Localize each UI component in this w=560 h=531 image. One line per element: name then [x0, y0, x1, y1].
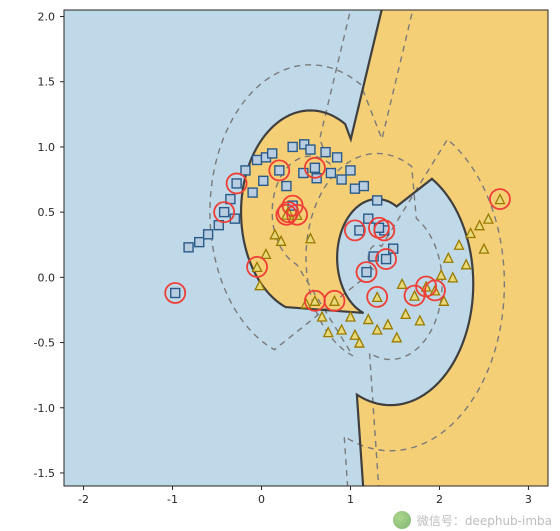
x-tick-label: 0 — [258, 493, 265, 506]
y-tick-label: 1.5 — [38, 76, 56, 89]
point-square — [310, 163, 319, 172]
point-square — [184, 243, 193, 252]
wechat-icon — [393, 511, 411, 529]
y-tick-label: -1.0 — [34, 402, 55, 415]
point-square — [373, 196, 382, 205]
point-square — [288, 142, 297, 151]
point-square — [382, 255, 391, 264]
point-square — [220, 208, 229, 217]
point-square — [268, 149, 277, 158]
point-square — [355, 226, 364, 235]
watermark-text: 微信号：deephub-imba — [417, 512, 552, 529]
y-tick-label: 0.0 — [38, 271, 56, 284]
point-square — [275, 166, 284, 175]
point-square — [259, 176, 268, 185]
point-square — [350, 184, 359, 193]
x-tick-label: 3 — [525, 493, 532, 506]
point-square — [321, 148, 330, 157]
y-tick-label: 2.0 — [38, 11, 56, 24]
x-tick-label: -2 — [78, 493, 89, 506]
y-tick-label: 0.5 — [38, 206, 56, 219]
point-square — [253, 155, 262, 164]
point-square — [282, 182, 291, 191]
x-tick-label: -1 — [167, 493, 178, 506]
point-square — [362, 268, 371, 277]
point-square — [346, 166, 355, 175]
y-tick-label: -0.5 — [34, 337, 55, 350]
point-square — [248, 188, 257, 197]
point-square — [359, 182, 368, 191]
point-square — [326, 169, 335, 178]
x-tick-label: 1 — [347, 493, 354, 506]
point-square — [232, 179, 241, 188]
point-square — [204, 230, 213, 239]
y-tick-label: -1.5 — [34, 467, 55, 480]
y-tick-label: 1.0 — [38, 141, 56, 154]
point-square — [171, 288, 180, 297]
plot-area — [64, 0, 548, 525]
watermark: 微信号：deephub-imba — [393, 511, 552, 529]
svg-plot: -2 -1 0 1 2 3 -1.5 -1.0 -0.5 0.0 0.5 1.0 1.5 2.0 — [0, 0, 560, 531]
point-square — [195, 238, 204, 247]
point-square — [306, 145, 315, 154]
point-square — [333, 153, 342, 162]
point-square — [337, 175, 346, 184]
x-tick-label: 2 — [436, 493, 443, 506]
chart-figure: -2 -1 0 1 2 3 -1.5 -1.0 -0.5 0.0 0.5 1.0 1.5 2.0 微信号：… — [0, 0, 560, 531]
point-square — [241, 166, 250, 175]
